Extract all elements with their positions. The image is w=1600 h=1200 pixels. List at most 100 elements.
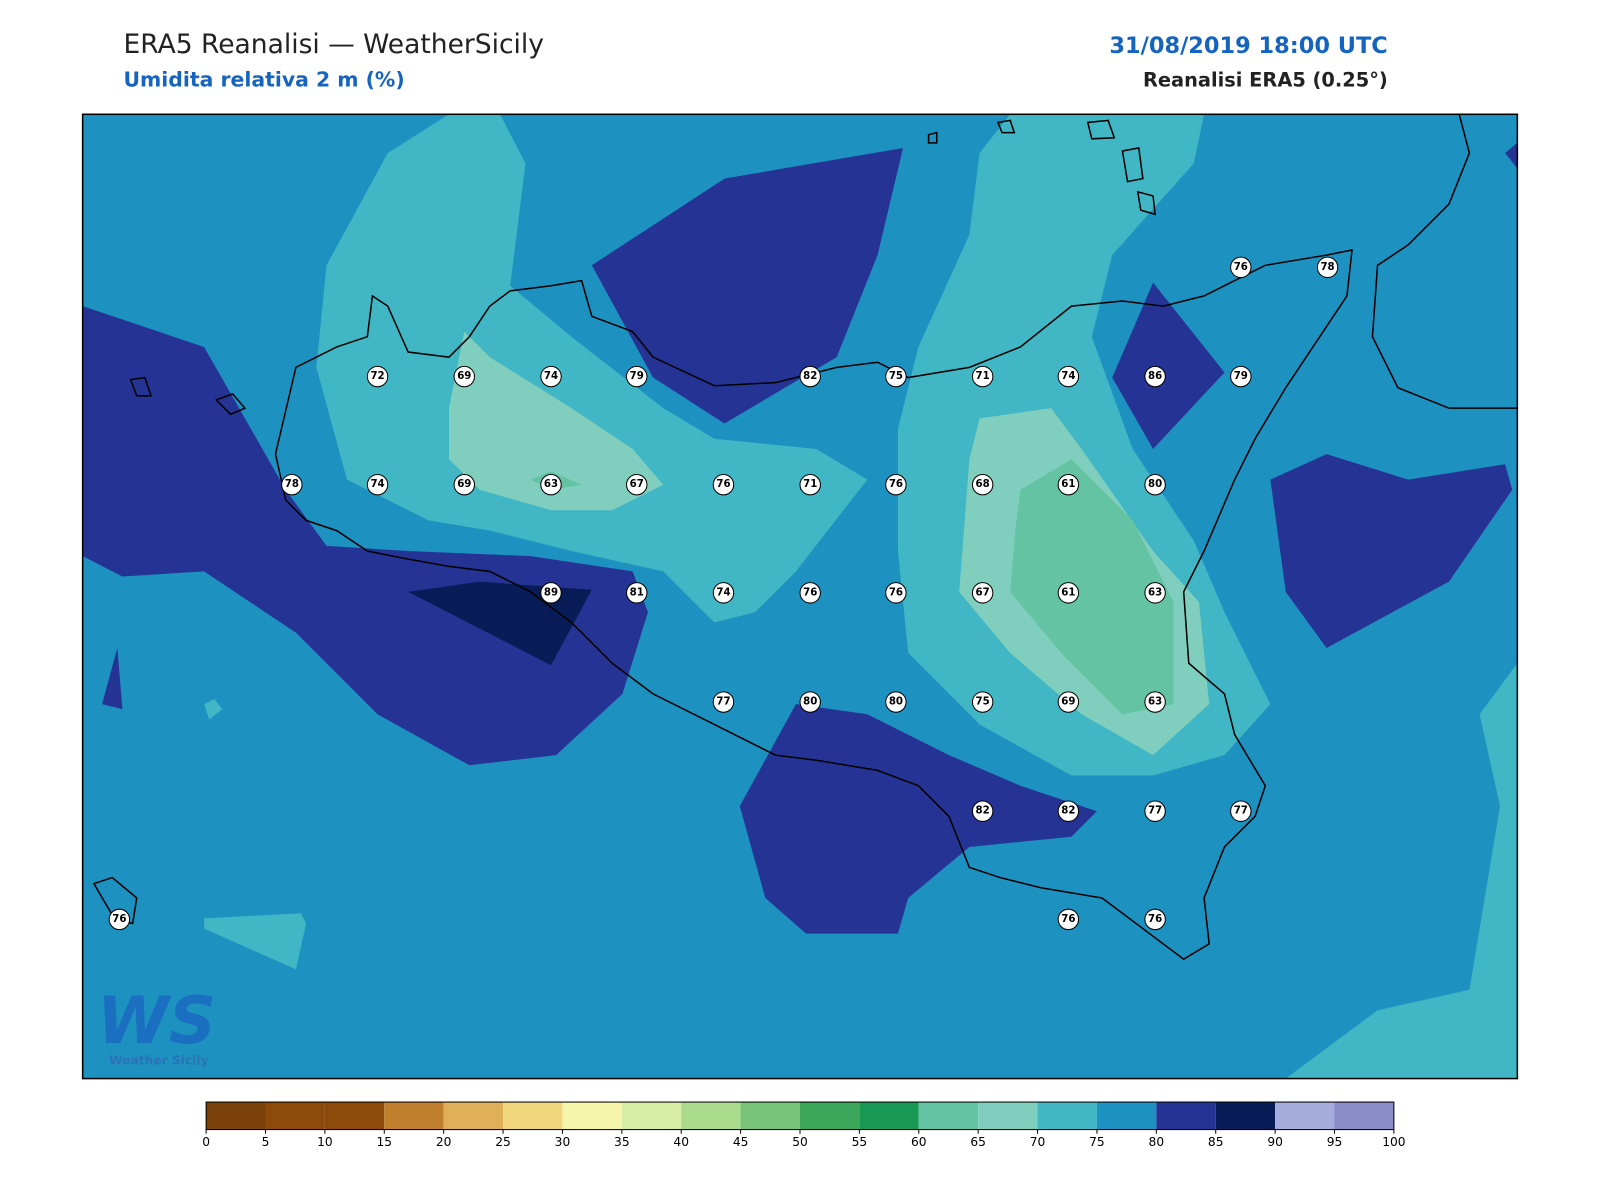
- station-marker: [799, 365, 821, 388]
- station-marker: [1316, 256, 1339, 279]
- station-value: 79: [630, 371, 644, 382]
- station-value: 76: [889, 587, 903, 598]
- station-value: 75: [976, 697, 990, 708]
- station-value: 72: [370, 371, 384, 382]
- colorbar: 0 5 10 15 20 25 30 35 40 45 50 55 60 65 70 75 80 85 90 95 10…: [202, 1101, 1406, 1149]
- station-value: 75: [889, 371, 903, 382]
- station-marker: [453, 365, 475, 388]
- colorbar-segment: [443, 1102, 504, 1130]
- island: [1121, 147, 1144, 183]
- island: [1086, 119, 1116, 140]
- colorbar-segment: [384, 1102, 444, 1130]
- contour: [204, 698, 223, 720]
- station-marker: [1057, 800, 1080, 822]
- contour: [82, 306, 648, 766]
- colorbar-segment: [562, 1102, 622, 1130]
- logo-mark: WS: [97, 983, 216, 1059]
- colorbar-segment: [1275, 1102, 1335, 1130]
- title: ERA5 Reanalisi — WeatherSicily: [123, 29, 544, 60]
- station-value: 78: [1320, 262, 1334, 273]
- colorbar-tick-label: 70: [1030, 1135, 1046, 1149]
- station-marker: [1230, 256, 1252, 279]
- station-marker: [1230, 365, 1252, 388]
- station-marker: [799, 473, 821, 496]
- contour: [1505, 142, 1518, 169]
- station-marker: [885, 473, 907, 496]
- station-value: 86: [1148, 371, 1162, 382]
- station-value: 63: [544, 479, 558, 490]
- contour: [1285, 663, 1518, 1079]
- station-marker: [971, 800, 994, 822]
- colorbar-tick-label: 90: [1267, 1135, 1283, 1149]
- colorbar-tick-label: 40: [673, 1135, 689, 1149]
- colorbar-segment: [324, 1102, 385, 1130]
- station-marker: [1144, 473, 1166, 496]
- colorbar-segment: [1037, 1102, 1097, 1130]
- station-value: 82: [976, 806, 990, 817]
- station-marker: [712, 473, 735, 496]
- colorbar-tick-label: 60: [911, 1135, 927, 1149]
- colorbar-segment: [859, 1102, 919, 1130]
- station-value: 69: [1061, 697, 1075, 708]
- colorbar-segment: [740, 1102, 800, 1130]
- station-value: 76: [112, 914, 126, 925]
- colorbar-segment: [1215, 1102, 1276, 1130]
- station-marker: [1230, 800, 1252, 822]
- contour: [739, 704, 1097, 934]
- station-value: 67: [630, 479, 644, 490]
- colorbar-tick-label: 100: [1382, 1135, 1405, 1149]
- station-marker: [971, 691, 994, 713]
- station-value: 69: [457, 479, 471, 490]
- station-marker: [712, 691, 735, 713]
- island: [92, 876, 138, 925]
- contour: [204, 913, 307, 970]
- contour: [448, 331, 664, 511]
- station-value: 61: [1061, 587, 1075, 598]
- station-marker: [1057, 691, 1080, 713]
- station-value: 80: [1148, 479, 1162, 490]
- colorbar-segment: [1096, 1102, 1157, 1130]
- subtitle: Umidita relativa 2 m (%): [123, 68, 404, 92]
- station-marker: [799, 582, 821, 604]
- colorbar-tick-label: 10: [317, 1135, 333, 1149]
- station-marker: [626, 365, 648, 388]
- contour: [316, 114, 868, 623]
- station-value: 82: [803, 371, 817, 382]
- map-frame: [81, 113, 1519, 1080]
- station-marker: [971, 365, 994, 388]
- station-marker: [1057, 365, 1080, 388]
- colorbar-tick-label: 50: [792, 1135, 808, 1149]
- colorbar-tick-label: 45: [733, 1135, 749, 1149]
- station-marker: [971, 473, 994, 496]
- contour: [1270, 454, 1513, 648]
- colorbar-segment: [681, 1102, 741, 1130]
- station-marker: [626, 582, 648, 604]
- island: [996, 119, 1016, 134]
- station-marker: [799, 691, 821, 713]
- station-value: 63: [1148, 587, 1162, 598]
- colorbar-segment: [206, 1102, 266, 1130]
- station-marker: [108, 908, 131, 931]
- station-value: 77: [716, 697, 730, 708]
- station-value: 80: [803, 697, 817, 708]
- station-value: 77: [1148, 806, 1162, 817]
- station-value: 71: [976, 371, 990, 382]
- station-value: 74: [370, 479, 384, 490]
- station-marker: [885, 582, 907, 604]
- colorbar-tick-label: 25: [495, 1135, 511, 1149]
- station-marker: [1144, 691, 1166, 713]
- colorbar-segment: [621, 1102, 682, 1130]
- colorbar-tick-label: 15: [376, 1135, 392, 1149]
- station-marker: [281, 473, 303, 496]
- station-value: 89: [544, 587, 558, 598]
- station-value: 76: [1234, 262, 1248, 273]
- station-value: 82: [1061, 806, 1075, 817]
- station-value: 63: [1148, 697, 1162, 708]
- colorbar-segment: [503, 1102, 563, 1130]
- station-value: 76: [716, 479, 730, 490]
- station-marker: [1144, 800, 1166, 822]
- stations: 76 78 72 69 74 79 82 75 71 74 86 79 78 74 69 63 67 76 71 76…: [108, 256, 1339, 931]
- colorbar-segment: [265, 1102, 325, 1130]
- station-marker: [540, 473, 562, 496]
- coastline: [92, 114, 1518, 961]
